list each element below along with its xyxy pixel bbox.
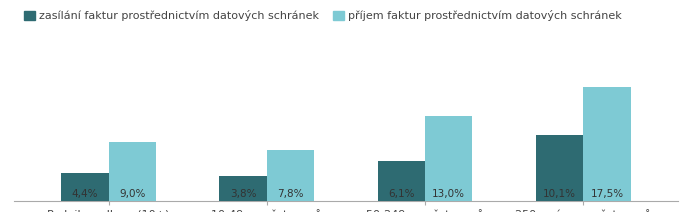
Bar xyxy=(219,177,267,201)
Bar xyxy=(425,116,473,201)
Text: 7,8%: 7,8% xyxy=(277,190,304,199)
Text: 4,4%: 4,4% xyxy=(72,190,98,199)
Bar xyxy=(583,87,631,201)
Bar xyxy=(61,173,109,201)
Legend: zasílání faktur prostřednictvím datových schránek, příjem faktur prostřednictvím: zasílání faktur prostřednictvím datových… xyxy=(19,6,626,25)
Bar xyxy=(536,135,583,201)
Bar xyxy=(377,161,425,201)
Bar xyxy=(109,142,156,201)
Text: 6,1%: 6,1% xyxy=(388,190,414,199)
Text: 9,0%: 9,0% xyxy=(119,190,145,199)
Bar xyxy=(267,150,314,201)
Text: 3,8%: 3,8% xyxy=(230,190,256,199)
Text: 17,5%: 17,5% xyxy=(590,190,623,199)
Text: 13,0%: 13,0% xyxy=(432,190,465,199)
Text: 10,1%: 10,1% xyxy=(543,190,576,199)
